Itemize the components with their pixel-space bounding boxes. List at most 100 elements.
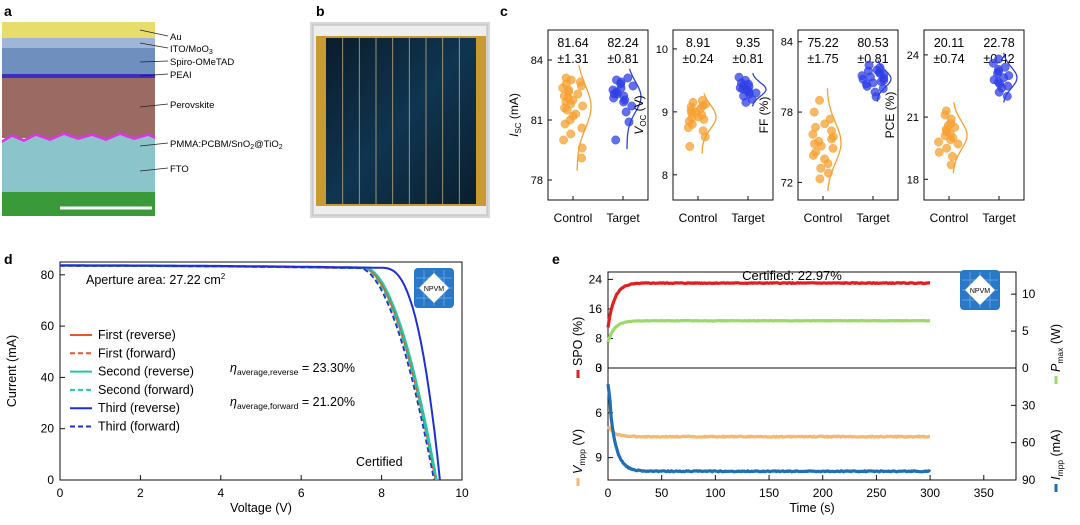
aperture-text: Aperture area: 27.22 cm2: [86, 272, 226, 287]
sup: 2: [221, 272, 226, 281]
stat-mean: 8.91: [686, 36, 710, 50]
control-point: [809, 107, 819, 117]
target-point: [627, 101, 637, 111]
vmpp-line: [606, 425, 931, 439]
logo-text: NPVM: [424, 286, 444, 293]
leader-line: [139, 167, 169, 172]
legend: First (reverse) First (forward) Second (re…: [70, 328, 194, 434]
control-point: [815, 95, 824, 105]
label-tail: (%): [571, 317, 585, 340]
x-axis-label: Voltage (V): [230, 501, 292, 515]
jv-curve: [60, 264, 441, 481]
x-tick-label: Control: [804, 211, 843, 225]
control-point: [814, 136, 824, 146]
sub: average,forward: [237, 401, 299, 411]
control-point: [578, 101, 587, 111]
target-point: [1002, 91, 1012, 101]
y-tick-label: 9: [595, 451, 602, 465]
label-sub: mpp: [577, 449, 587, 466]
sem-image: [2, 22, 155, 216]
target-point: [857, 71, 867, 81]
control-point: [561, 73, 571, 83]
target-point: [624, 117, 634, 127]
spo-plot: 0 50 100 150 200 250 300 350 Time (s) 0 8 16 24 0 5 10 3…: [571, 268, 1065, 515]
spo-line: [606, 281, 931, 328]
panel-c: c 78 81 84 Control Target ISC (mA) 81.64 ±1.31 8…: [500, 3, 1025, 225]
x-tick-label: Control: [679, 211, 718, 225]
y-axis-label: VOC (V): [632, 95, 648, 134]
stat-mean: 81.64: [557, 36, 588, 50]
panel-e: e 0 50 100 150 200 250 300 350 Time (s) 0 8 16 24 0 5 1…: [552, 251, 1065, 515]
control-point: [942, 143, 951, 153]
y-axis-label: ISC (mA): [507, 93, 523, 137]
y-tick-label: 72: [781, 177, 793, 189]
plot-frame: [672, 29, 774, 201]
legend-label: Second (forward): [98, 383, 194, 397]
legend-label: First (forward): [98, 346, 176, 360]
label-tail: (%): [757, 97, 771, 119]
eta: η: [230, 395, 237, 409]
y-tick-label: 78: [531, 175, 543, 187]
y-tick-label: 60: [41, 319, 55, 333]
target-point: [994, 54, 1003, 64]
x-tick-label: 6: [298, 486, 305, 500]
stat-mean: 20.11: [934, 36, 964, 50]
control-point: [685, 142, 695, 151]
panel-d-label: d: [4, 251, 13, 267]
target-point: [870, 87, 880, 97]
label-sub: OC: [639, 114, 648, 126]
panel-e-label: e: [552, 251, 560, 267]
label-tail: (V): [632, 95, 646, 114]
t: ITO/MoO: [170, 44, 209, 55]
y-tick-label: 5: [1022, 324, 1029, 338]
y-tick-label: 21: [907, 112, 919, 124]
control-point: [576, 77, 585, 87]
y-tick-label: 8: [595, 331, 602, 345]
y-tick-label: 60: [1022, 436, 1036, 450]
y-tick-label: 3: [595, 361, 602, 375]
eta-reverse: ηaverage,reverse = 23.30%: [230, 361, 355, 377]
layer-label: FTO: [170, 164, 189, 175]
x-axis-label: Time (s): [789, 501, 834, 515]
x-tick-label: 300: [920, 486, 940, 500]
leader-line: [139, 29, 169, 37]
target-point: [608, 85, 618, 95]
y-tick-label: 40: [41, 370, 55, 384]
axis-label: Vmpp (V): [571, 429, 587, 474]
x-tick-label: 150: [759, 486, 779, 500]
jv-plot: 0 2 4 6 8 10 0 20 40 60 80 Voltage (V) Current (mA) F…: [5, 261, 469, 515]
plot-frame: [59, 261, 463, 481]
control-point: [934, 147, 944, 157]
label-tail: (%): [883, 92, 897, 114]
stat-mean: 22.78: [983, 36, 1014, 50]
npvm-logo: NPVM: [960, 270, 1000, 310]
sub: average,reverse: [237, 367, 299, 377]
stat-sd: ±0.24: [682, 52, 713, 66]
logo-text: NPVM: [970, 288, 990, 295]
x-tick-label: 0: [57, 486, 64, 500]
stat-sd: ±0.74: [933, 52, 964, 66]
axis-label: Pmax (W): [1049, 324, 1065, 372]
stat-plots: 78 81 84 Control Target ISC (mA) 81.64 ±1.31 82.…: [507, 29, 1025, 225]
control-point: [825, 114, 835, 124]
label-sub: SC: [514, 122, 523, 133]
stat-mean: 82.24: [607, 36, 638, 50]
target-point: [628, 81, 638, 91]
stat-plot-pce: 18 21 24 Control Target PCE (%) 20.11 ±0.74 22.7…: [883, 29, 1025, 225]
legend-label: Third (reverse): [98, 401, 180, 415]
legend-label: Third (forward): [98, 420, 180, 434]
x-tick-label: 8: [378, 486, 385, 500]
pmax-line: [606, 318, 931, 343]
label-tail: (W): [1049, 324, 1063, 348]
target-point: [734, 72, 744, 82]
label-main: P: [1049, 363, 1063, 372]
y-tick-label: 8: [662, 170, 668, 182]
density-curve: [626, 68, 642, 150]
scribe-lines: [342, 38, 460, 204]
control-point: [820, 154, 829, 164]
impp-axis-label: Impp (mA): [1049, 429, 1065, 492]
control-point: [816, 163, 826, 173]
